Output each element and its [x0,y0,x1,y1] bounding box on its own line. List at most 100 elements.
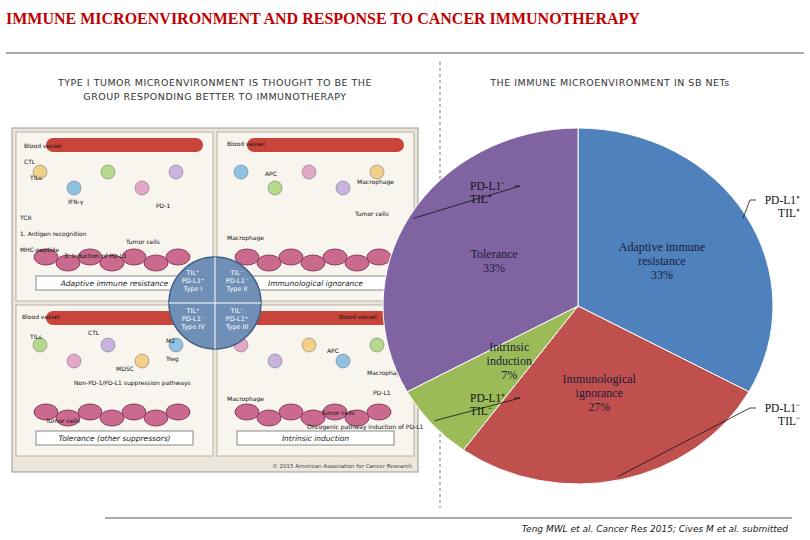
leader-line [413,186,520,218]
title: IMMUNE MICROENVIRONMENT AND RESPONSE TO … [6,10,640,27]
diagram-label: MDSC [116,365,134,372]
caption-box [36,431,193,445]
right-subtitle: THE IMMUNE MICROENVIRONMENT IN SB NETs [489,77,729,88]
immune-cell [135,181,149,195]
tumor-cell [345,255,369,271]
type-label: PD-L1⁺ [182,277,204,285]
leader-line [743,200,756,218]
blood-vessel [247,311,404,325]
type-circle [169,257,261,349]
diagram-label: IFN-γ [68,198,84,206]
immune-cell [67,354,81,368]
citation: Teng MWL et al. Cancer Res 2015; Cives M… [522,524,789,534]
title-rule [6,53,804,54]
immune-cell [67,181,81,195]
slice-category: Tolerance [471,247,518,261]
immune-cell [336,354,350,368]
leader-line [618,408,756,477]
caption-box [237,431,394,445]
tumor-cell [367,249,391,265]
type-label: TIL⁻ [230,307,244,315]
slice-annotation: TIL⁺ [778,207,800,219]
tumor-cell [257,410,281,426]
immune-cell [268,354,282,368]
diagram-label: TCR [19,214,32,221]
tumor-cell [166,404,190,420]
diagram-label: Macrophage [357,178,394,186]
background [0,0,810,540]
type-label: PD-L1⁺ [226,315,248,323]
diagram-label: TILs [29,333,42,340]
slice-value-label: 7% [501,368,517,382]
diagram-label: PD-1 [156,202,170,209]
quadrant-caption: Adaptive immune resistance [60,279,169,288]
immune-cell [101,338,115,352]
tumor-cell [100,410,124,426]
slice-category: Intrinsicinduction [487,340,532,368]
tumor-cell [279,404,303,420]
caption-box [237,276,394,290]
pie-labels: Adaptive immuneresistance33% PD-L1⁺ TIL⁺ Im… [413,180,800,477]
slice-value-label: 27% [588,400,610,414]
immune-cell [268,181,282,195]
tumor-cell [367,404,391,420]
tumor-cell [257,255,281,271]
diagram-label: Blood vessel [24,142,62,149]
circle-divider [215,257,216,349]
quadrant-panel [16,305,213,456]
type-label: Type II [226,285,248,293]
quadrant-caption: Tolerance (other suppressors) [59,434,171,443]
blood-vessel [46,138,203,152]
footer-rule [105,518,792,519]
type-label: TIL⁺ [186,307,200,315]
type-label: PD-L1⁻ [226,277,248,285]
diagram-label: APC [327,347,339,354]
type-label: TIL⁻ [230,269,244,277]
diagram-label: APC [265,170,277,177]
diagram-label: CTL [88,329,100,336]
type-label: TIL⁺ [186,269,200,277]
diagram-label: TILs [29,174,42,181]
type-label: PD-L1⁻ [182,315,204,323]
immune-cell [302,165,316,179]
slice-annotation: TIL⁻ [778,415,800,427]
caption-box [36,276,193,290]
tumor-cell [166,249,190,265]
tumor-cell [144,410,168,426]
diagram-label: 1. Antigen recognition [20,230,87,238]
slice-annotation: PD-L1⁻ [470,180,505,192]
immune-cell [33,338,47,352]
diagram-label: Tumor cells [320,409,355,416]
immune-cell [302,338,316,352]
diagram-label: CTL [24,158,36,165]
tumor-cell [235,249,259,265]
diagram-label: Macrophage [227,234,264,242]
diagram-label: Blood vessel [339,313,377,320]
diagram-quadrant: Tolerance (other suppressors) Blood vesse… [16,305,213,456]
diagram-label: Macrophage [227,395,264,403]
immune-cell [370,165,384,179]
immune-cell [169,165,183,179]
immune-cell [336,181,350,195]
slice-annotation: TIL⁺ [470,193,492,205]
slice-category: Immunologicalignorance [563,372,637,400]
tumor-cell [122,404,146,420]
diagram-label: Blood vessel [22,313,60,320]
slice-annotation: TIL⁻ [470,405,492,417]
diagram-label: Tumor cells [45,417,80,424]
slice-category: Adaptive immuneresistance [619,240,705,268]
diagram-label: PD-L1 [373,389,391,396]
diagram-label: 3. Induction of PD-L1 [64,252,127,259]
slice-value-label: 33% [651,268,673,282]
quadrant-caption: Intrinsic induction [282,434,349,443]
diagram-label: Tumor cells [354,210,389,217]
immune-cell [370,338,384,352]
slice-annotation: PD-L1⁺ [470,392,505,404]
type-label: Type III [225,323,249,331]
diagram-label: Blood vessel [227,140,265,147]
diagram-label: Treg [165,355,179,363]
diagram-label: MHC-peptide [20,246,59,254]
left-subtitle: TYPE I TUMOR MICROENVIRONMENT IS THOUGHT… [57,77,372,102]
immune-cell [101,165,115,179]
blood-vessel [247,138,404,152]
